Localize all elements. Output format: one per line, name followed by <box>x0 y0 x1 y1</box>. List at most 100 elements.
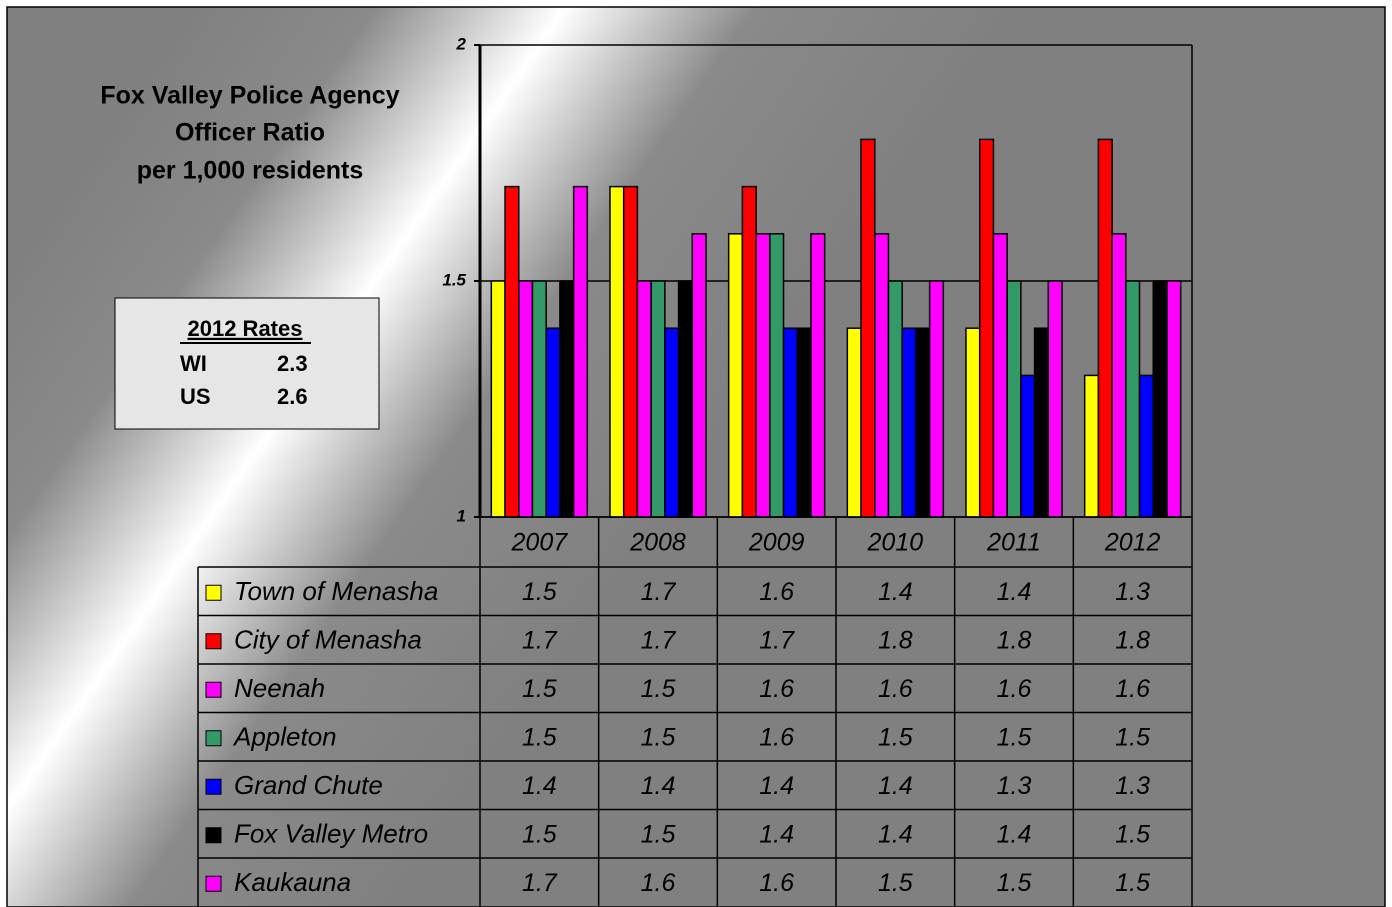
bar <box>664 327 680 518</box>
bar <box>978 138 995 518</box>
bar <box>1125 280 1141 518</box>
legend-label: Fox Valley Metro <box>234 819 428 849</box>
bar <box>609 185 625 518</box>
rates-box-title: 2012 Rates <box>188 316 303 341</box>
chart-title: Fox Valley Police Agency Officer Ratio p… <box>100 82 399 185</box>
table-value: 1.7 <box>522 626 558 654</box>
bar <box>559 280 575 518</box>
legend-swatch <box>205 730 222 747</box>
x-tick-label: 2011 <box>986 529 1041 557</box>
bar <box>1033 327 1050 518</box>
table-value: 1.3 <box>1115 772 1150 800</box>
table-value: 1.5 <box>878 869 913 897</box>
table-value: 1.5 <box>997 869 1032 897</box>
table-value: 1.5 <box>878 723 913 751</box>
bar <box>727 233 744 518</box>
table-value: 1.3 <box>1115 578 1150 606</box>
table-value: 1.6 <box>641 869 676 897</box>
table-value: 1.8 <box>878 626 913 654</box>
x-tick-label: 2010 <box>867 529 924 557</box>
bar <box>636 280 652 518</box>
table-value: 1.6 <box>997 675 1032 703</box>
legend-label: Neenah <box>234 673 325 703</box>
title-line: Officer Ratio <box>175 119 325 147</box>
bar <box>887 280 903 518</box>
table-value: 1.8 <box>1115 626 1150 654</box>
bar <box>504 185 520 518</box>
table-value: 1.7 <box>641 578 677 606</box>
bar <box>965 327 981 518</box>
bar <box>928 280 945 518</box>
bar <box>650 280 666 518</box>
bar <box>1166 280 1182 518</box>
table-value: 1.6 <box>878 675 913 703</box>
table-value: 1.3 <box>997 772 1032 800</box>
bar <box>545 327 561 518</box>
table-value: 1.6 <box>759 578 794 606</box>
table-value: 1.4 <box>997 820 1032 848</box>
table-value: 1.5 <box>641 820 676 848</box>
x-tick-label: 2007 <box>511 529 569 557</box>
rate-label: WI <box>180 351 207 376</box>
table-value: 1.6 <box>759 723 794 751</box>
legend-swatch <box>205 584 222 601</box>
table-value: 1.5 <box>641 723 676 751</box>
bar <box>1020 374 1036 518</box>
bar <box>755 233 771 518</box>
bar <box>741 185 757 518</box>
bar <box>490 280 506 518</box>
rate-label: US <box>180 384 211 409</box>
bar <box>1083 374 1100 518</box>
legend-label: Town of Menasha <box>234 576 438 606</box>
bar <box>992 233 1008 518</box>
rates-box: 2012 Rates WI 2.3 US 2.6 <box>114 297 380 430</box>
table-value: 1.5 <box>522 675 557 703</box>
y-tick-label: 1.5 <box>442 270 466 289</box>
table-value: 1.4 <box>878 578 913 606</box>
legend-label: Kaukauna <box>234 867 351 897</box>
bar <box>1006 280 1022 518</box>
table-value: 1.5 <box>997 723 1032 751</box>
bar <box>622 185 639 518</box>
title-line: per 1,000 residents <box>137 157 364 185</box>
rate-value: 2.3 <box>277 351 308 376</box>
bar <box>691 233 707 518</box>
legend-swatch <box>205 827 222 844</box>
legend-swatch <box>205 681 222 698</box>
title-line: Fox Valley Police Agency <box>100 82 399 110</box>
bar <box>1047 280 1063 518</box>
table-value: 1.4 <box>878 820 913 848</box>
rates-box-frame <box>114 297 380 430</box>
table-value: 1.7 <box>641 626 677 654</box>
bar <box>874 233 890 518</box>
table-value: 1.5 <box>1115 820 1150 848</box>
y-tick-label: 2 <box>456 34 467 53</box>
table-value: 1.5 <box>522 723 557 751</box>
table-value: 1.5 <box>1115 723 1150 751</box>
table-value: 1.5 <box>522 820 557 848</box>
table-value: 1.6 <box>759 869 794 897</box>
table-value: 1.4 <box>522 772 557 800</box>
bar <box>796 327 812 518</box>
bar <box>846 327 862 518</box>
x-tick-label: 2008 <box>629 529 686 557</box>
table-value: 1.4 <box>641 772 676 800</box>
table-value: 1.7 <box>522 869 558 897</box>
table-value: 1.8 <box>997 626 1032 654</box>
bar <box>1138 374 1154 518</box>
legend-swatch <box>205 778 222 795</box>
x-tick-label: 2009 <box>748 529 805 557</box>
table-value: 1.4 <box>759 772 794 800</box>
legend-label: City of Menasha <box>234 625 422 655</box>
bar <box>1152 280 1168 518</box>
bar <box>518 280 534 518</box>
table-value: 1.4 <box>759 820 794 848</box>
table-value: 1.4 <box>878 772 913 800</box>
table-value: 1.5 <box>522 578 557 606</box>
table-value: 1.5 <box>1115 869 1150 897</box>
bar <box>572 185 589 518</box>
bar <box>1111 233 1127 518</box>
table-value: 1.6 <box>1115 675 1150 703</box>
bar <box>810 233 826 518</box>
